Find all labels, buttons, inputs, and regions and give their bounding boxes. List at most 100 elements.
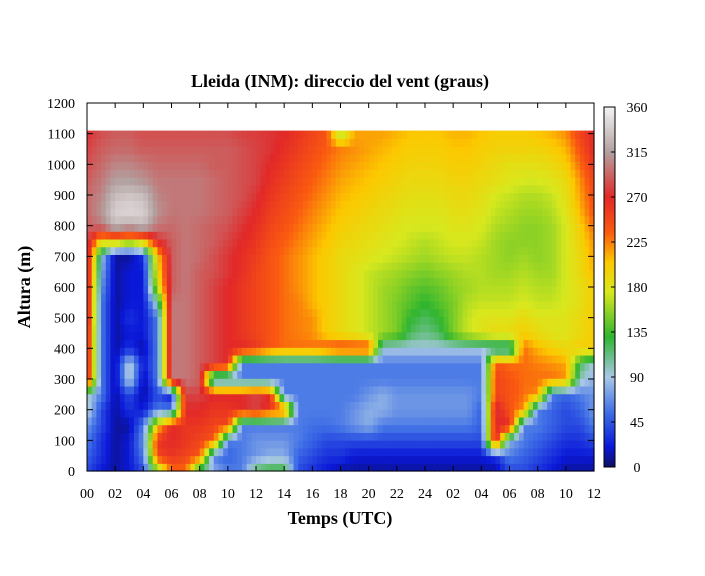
heatmap-cell [270,362,276,372]
heatmap-cell [260,331,266,341]
heatmap-cell [124,130,130,139]
heatmap-cell [401,424,407,433]
heatmap-cell [246,378,252,387]
heatmap-cell [514,138,520,147]
heatmap-cell [467,192,473,201]
heatmap-cell [518,440,525,449]
heatmap-cell [298,177,304,186]
heatmap-cell [547,432,553,441]
heatmap-cell [434,339,440,348]
heatmap-cell [495,308,501,317]
heatmap-cell [129,362,135,372]
heatmap-cell [575,153,581,163]
heatmap-cell [185,192,191,201]
heatmap-cell [420,192,426,201]
heatmap-cell [101,424,107,433]
heatmap-cell [105,324,112,333]
heatmap-cell [448,146,454,155]
heatmap-cell [457,269,464,279]
heatmap-cell [551,447,558,457]
heatmap-cell [523,161,529,170]
heatmap-cell [223,362,229,372]
heatmap-cell [246,316,252,325]
heatmap-cell [453,161,459,170]
heatmap-cell [589,200,595,209]
heatmap-cell [589,177,595,186]
heatmap-cell [396,130,403,139]
heatmap-cell [547,316,553,325]
heatmap-cell [584,432,590,441]
heatmap-cell [373,385,379,395]
heatmap-cell [373,424,379,433]
heatmap-cell [110,169,116,178]
heatmap-cell [514,440,520,449]
heatmap-cell [265,269,271,279]
heatmap-cell [434,192,440,201]
heatmap-cell [213,146,220,155]
heatmap-cell [298,300,304,310]
heatmap-cell [129,246,135,255]
heatmap-cell [326,130,332,139]
heatmap-cell [476,177,482,186]
heatmap-cell [542,455,548,464]
heatmap-cell [382,416,389,426]
heatmap-cell [326,416,332,426]
heatmap-cell [523,455,529,464]
colorbar-tick-label: 360 [627,101,648,116]
heatmap-cell [317,277,323,286]
heatmap-cell [392,401,398,410]
heatmap-cell [288,130,295,139]
heatmap-cell [96,440,102,449]
heatmap-cell [495,447,501,457]
heatmap-cell [396,231,403,240]
heatmap-cell [326,207,332,217]
heatmap-cell [148,370,154,379]
heatmap-cell [105,300,112,310]
heatmap-cell [232,285,238,294]
heatmap-cell [392,223,398,232]
heatmap-cell [227,370,234,379]
heatmap-cell [246,146,252,155]
heatmap-cell [148,184,154,194]
heatmap-cell [246,385,252,395]
heatmap-cell [199,184,205,194]
heatmap-cell [265,184,271,194]
heatmap-cell [335,177,342,186]
heatmap-cell [457,308,464,317]
heatmap-cell [396,254,403,263]
heatmap-cell [129,308,135,317]
heatmap-cell [584,409,590,418]
heatmap-cell [199,200,205,209]
y-tick-label: 300 [54,373,75,388]
heatmap-cell [410,432,417,441]
heatmap-cell [298,432,304,441]
heatmap-cell [368,440,374,449]
heatmap-cell [152,440,159,449]
heatmap-cell [218,293,224,302]
heatmap-cell [406,347,412,356]
heatmap-cell [180,223,187,232]
heatmap-cell [551,231,558,240]
heatmap-cell [312,184,318,194]
heatmap-cell [481,238,487,248]
heatmap-cell [199,324,205,333]
heatmap-cell [565,440,572,449]
heatmap-cell [335,262,342,271]
heatmap-cell [378,184,384,194]
heatmap-cell [476,409,482,418]
heatmap-cell [166,169,173,178]
heatmap-cell [368,354,374,364]
heatmap-cell [434,455,440,464]
heatmap-cell [556,161,562,170]
heatmap-cell [514,347,520,356]
heatmap-cell [274,200,281,209]
heatmap-cell [490,447,497,457]
heatmap-cell [523,347,529,356]
heatmap-cell [410,308,417,317]
heatmap-cell [260,269,266,279]
heatmap-cell [415,223,421,232]
heatmap-cell [448,215,454,225]
heatmap-cell [565,409,572,418]
heatmap-cell [410,378,417,387]
heatmap-cell [462,146,468,155]
